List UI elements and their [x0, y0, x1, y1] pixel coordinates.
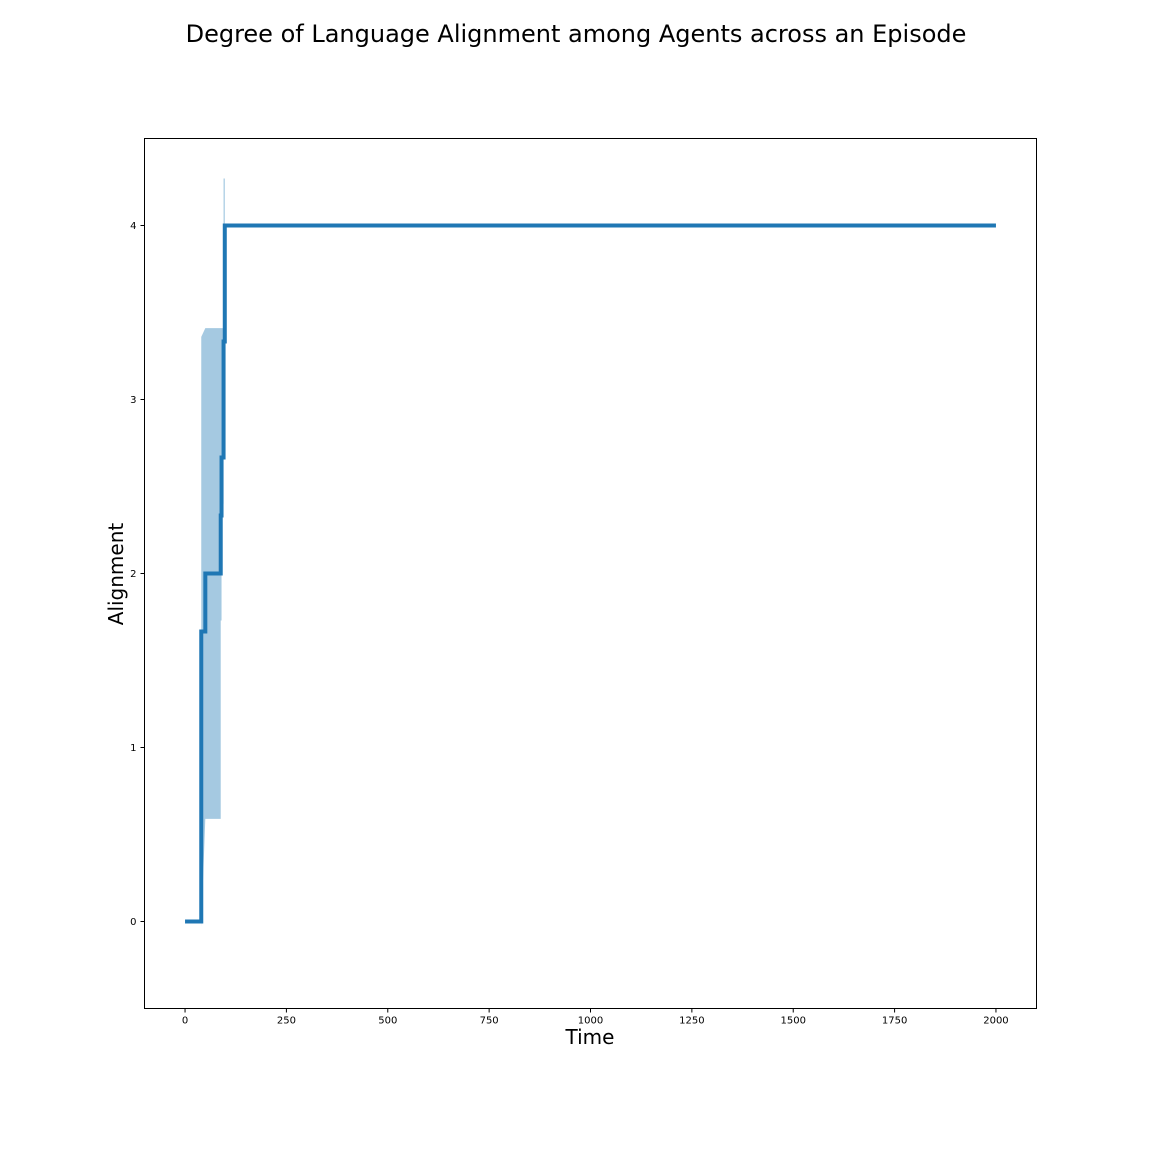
confidence-band — [201, 178, 225, 927]
y-axis-label: Alignment — [104, 523, 128, 626]
x-tick-label: 1750 — [882, 1016, 907, 1027]
y-tick-label: 1 — [130, 743, 136, 754]
y-tick-label: 0 — [130, 917, 136, 928]
x-tick-label: 0 — [182, 1016, 188, 1027]
x-tick-label: 750 — [480, 1016, 499, 1027]
x-tick-label: 1250 — [679, 1016, 704, 1027]
x-tick-label: 1000 — [578, 1016, 603, 1027]
y-tick-label: 2 — [130, 569, 136, 580]
y-tick-label: 3 — [130, 395, 136, 406]
x-tick-label: 1500 — [781, 1016, 806, 1027]
x-tick-label: 250 — [277, 1016, 296, 1027]
x-axis-label: Time — [565, 1025, 615, 1049]
x-tick-label: 2000 — [983, 1016, 1008, 1027]
y-tick-label: 4 — [130, 221, 136, 232]
plot-frame — [144, 138, 1037, 1009]
series-line-0 — [185, 223, 996, 924]
chart-title: Degree of Language Alignment among Agent… — [186, 20, 967, 48]
x-tick-label: 500 — [378, 1016, 397, 1027]
